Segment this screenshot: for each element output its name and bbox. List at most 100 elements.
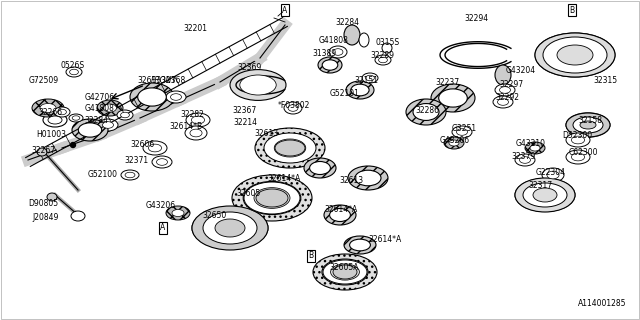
Text: 32613: 32613 (339, 175, 363, 185)
Text: 32379: 32379 (512, 151, 536, 161)
Ellipse shape (431, 84, 475, 112)
Text: G42706: G42706 (85, 92, 115, 101)
Text: 32292: 32292 (495, 92, 519, 101)
Ellipse shape (125, 172, 135, 178)
Text: G52101: G52101 (330, 89, 360, 98)
Ellipse shape (166, 206, 190, 220)
Text: 32614*A: 32614*A (268, 173, 301, 182)
Ellipse shape (515, 179, 575, 212)
Ellipse shape (43, 113, 67, 127)
Ellipse shape (549, 41, 601, 69)
Text: 31389: 31389 (312, 49, 336, 58)
Text: 32267: 32267 (31, 146, 55, 155)
Text: G43206: G43206 (440, 135, 470, 145)
Ellipse shape (97, 100, 123, 116)
Ellipse shape (191, 116, 205, 124)
Ellipse shape (573, 117, 602, 133)
Text: 0526S: 0526S (61, 60, 85, 69)
Ellipse shape (493, 96, 513, 108)
Ellipse shape (566, 150, 590, 164)
Text: 32151: 32151 (354, 76, 378, 84)
Text: 32214: 32214 (233, 117, 257, 126)
Text: 32297: 32297 (499, 79, 523, 89)
Ellipse shape (329, 46, 347, 58)
Ellipse shape (66, 67, 82, 77)
Ellipse shape (557, 45, 593, 65)
Ellipse shape (530, 145, 540, 151)
Ellipse shape (344, 236, 376, 254)
Ellipse shape (499, 87, 511, 93)
Ellipse shape (547, 171, 559, 179)
Text: B: B (308, 252, 314, 260)
Text: 32614*B: 32614*B (170, 122, 203, 131)
Text: 32294: 32294 (464, 13, 488, 22)
Ellipse shape (310, 162, 330, 174)
Ellipse shape (70, 69, 79, 75)
Ellipse shape (120, 112, 129, 118)
Ellipse shape (157, 159, 168, 165)
Ellipse shape (71, 211, 85, 221)
Ellipse shape (535, 33, 615, 77)
Ellipse shape (351, 84, 369, 96)
Ellipse shape (148, 144, 162, 152)
Ellipse shape (32, 99, 64, 117)
Ellipse shape (580, 121, 596, 129)
Ellipse shape (170, 94, 182, 100)
Text: 32315: 32315 (593, 76, 617, 84)
Circle shape (70, 142, 76, 148)
Ellipse shape (324, 205, 356, 225)
Ellipse shape (362, 73, 378, 83)
Text: J20849: J20849 (33, 212, 59, 221)
Ellipse shape (244, 182, 300, 214)
Text: 32605A: 32605A (329, 263, 359, 273)
Text: G72509: G72509 (29, 76, 59, 84)
Ellipse shape (275, 140, 305, 156)
Ellipse shape (566, 113, 610, 137)
Text: 32289: 32289 (370, 51, 394, 60)
Ellipse shape (349, 239, 371, 251)
Ellipse shape (203, 212, 257, 244)
Text: 32371: 32371 (124, 156, 148, 164)
Ellipse shape (166, 91, 186, 103)
Text: 32605: 32605 (237, 188, 261, 197)
Ellipse shape (444, 137, 464, 149)
Ellipse shape (573, 117, 603, 133)
Ellipse shape (406, 99, 446, 125)
Ellipse shape (255, 128, 325, 168)
Ellipse shape (322, 259, 368, 285)
Text: B: B (570, 5, 575, 14)
Ellipse shape (359, 33, 369, 47)
Ellipse shape (456, 129, 467, 135)
Ellipse shape (379, 57, 387, 63)
Ellipse shape (54, 107, 70, 117)
Ellipse shape (192, 206, 268, 250)
Ellipse shape (152, 156, 172, 168)
Ellipse shape (331, 264, 360, 280)
Text: 32317: 32317 (528, 180, 552, 189)
Text: A: A (282, 5, 287, 14)
Text: 32284: 32284 (84, 116, 108, 124)
Ellipse shape (284, 102, 302, 114)
Ellipse shape (121, 170, 139, 180)
Ellipse shape (346, 81, 374, 99)
Ellipse shape (313, 254, 377, 290)
Ellipse shape (365, 75, 374, 81)
Ellipse shape (333, 265, 357, 279)
Ellipse shape (264, 133, 316, 163)
Ellipse shape (533, 188, 557, 202)
Text: G3251: G3251 (451, 124, 477, 132)
Circle shape (383, 44, 391, 52)
Ellipse shape (40, 103, 56, 113)
Text: 0315S: 0315S (376, 37, 400, 46)
Ellipse shape (232, 175, 312, 221)
Ellipse shape (192, 207, 268, 249)
Ellipse shape (375, 55, 391, 65)
Text: G22304: G22304 (536, 167, 566, 177)
Ellipse shape (117, 110, 133, 120)
Ellipse shape (525, 184, 564, 206)
Text: G52100: G52100 (88, 170, 118, 179)
Text: 32369: 32369 (238, 62, 262, 71)
Text: H01003: H01003 (36, 130, 66, 139)
Ellipse shape (172, 210, 184, 217)
Text: G43204: G43204 (506, 66, 536, 75)
